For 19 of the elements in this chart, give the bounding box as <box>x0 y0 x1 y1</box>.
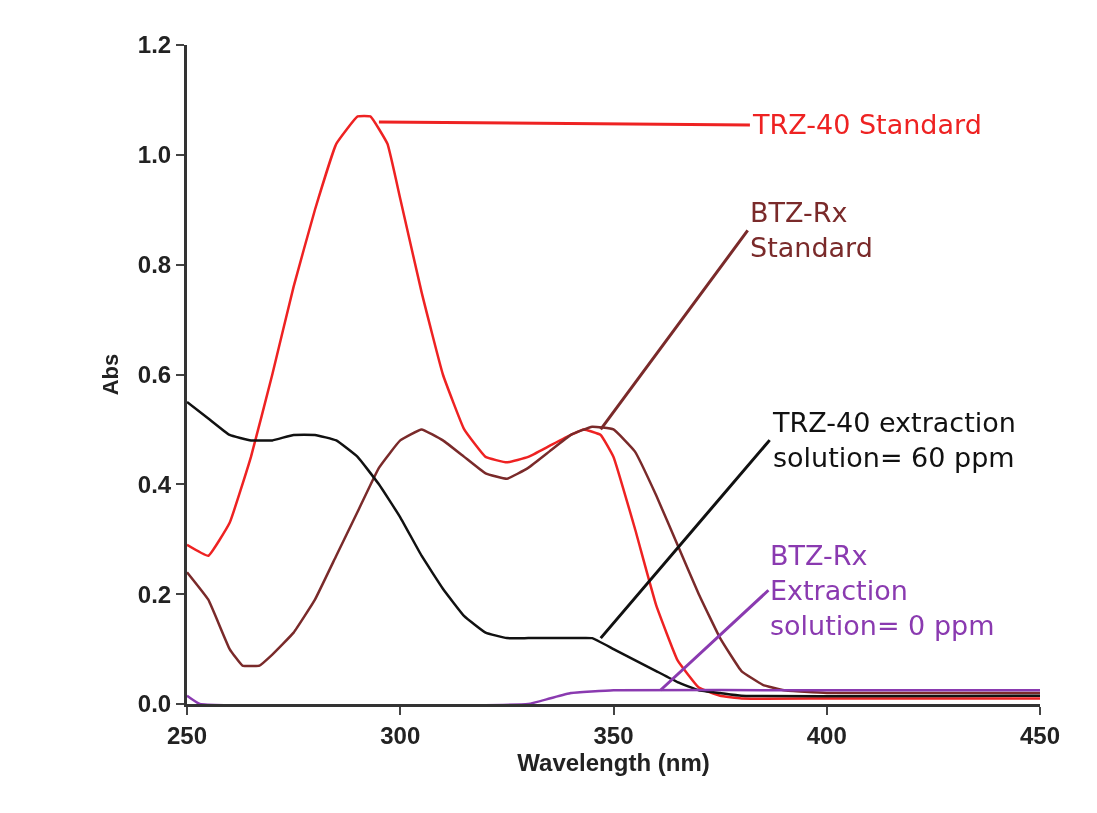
y-tick-label: 1.0 <box>137 141 172 169</box>
y-axis-title: Abs <box>97 353 123 396</box>
y-tick-label: 0.4 <box>137 470 172 498</box>
annotation: BTZ-Rx Standard <box>750 197 873 264</box>
y-tick-label: 0.0 <box>137 690 172 718</box>
x-tick-label: 250 <box>166 721 208 749</box>
x-tick-label: 300 <box>380 721 421 749</box>
y-tick-label: 1.2 <box>137 31 172 59</box>
x-tick-label: 400 <box>806 721 847 749</box>
annotation: TRZ-40 Standard <box>752 109 982 140</box>
y-tick-label: 0.8 <box>137 251 172 279</box>
x-tick-label: 450 <box>1019 721 1061 749</box>
y-tick-label: 0.2 <box>137 580 172 608</box>
annotation: TRZ-40 extraction solution= 60 ppm <box>772 407 1016 474</box>
x-tick-label: 350 <box>593 721 634 749</box>
line-series <box>187 115 1040 700</box>
y-tick-label: 0.6 <box>137 360 172 388</box>
annotation: BTZ-Rx Extraction solution= 0 ppm <box>770 540 995 642</box>
x-axis-title: Wavelength (nm) <box>517 748 710 776</box>
